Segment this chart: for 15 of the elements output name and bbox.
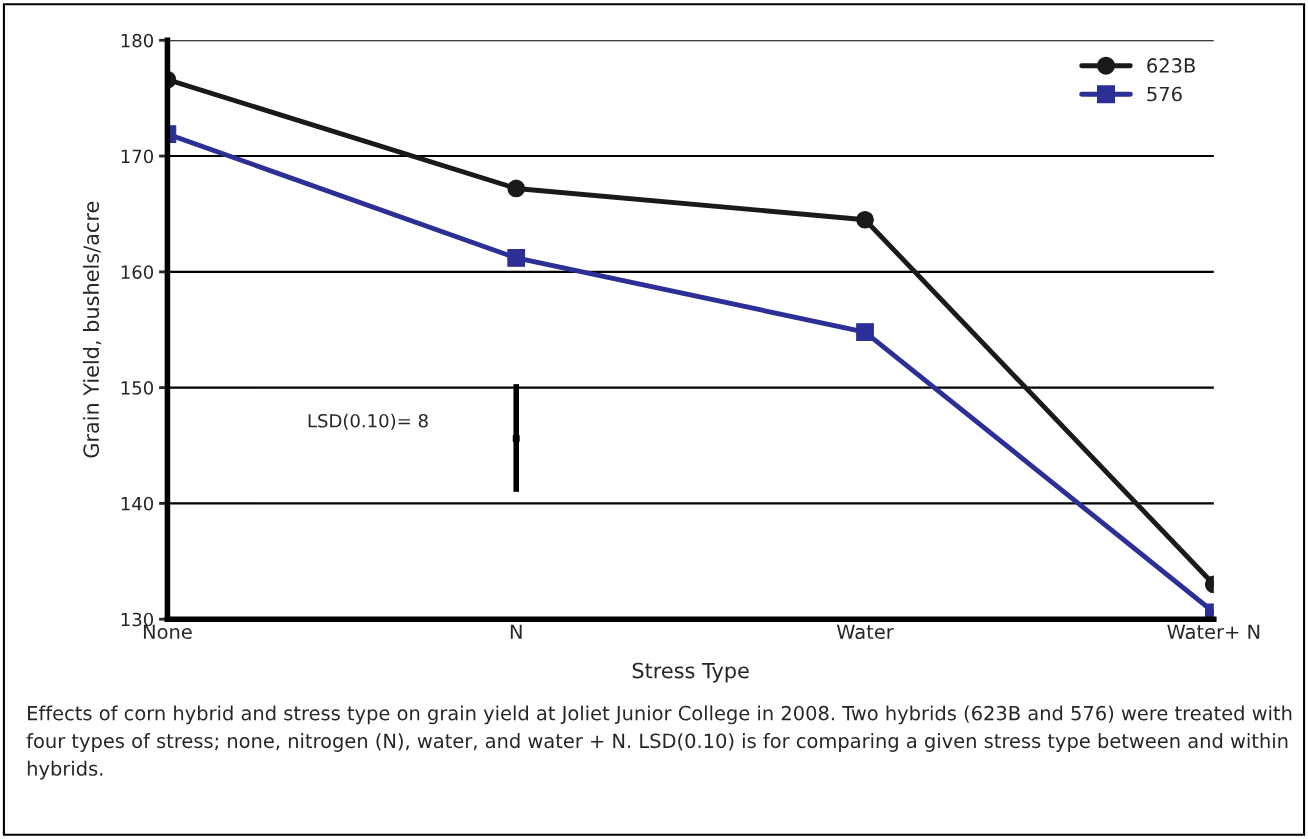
text: Effects of corn hybrid and stress type on grain yield at Joliet Junior College in 2008. Two hybrids (623B and 576) were treated with four types of stress; none, nitrogen (N), water, and water + N. LSD(0.10) is for comparing a given stress type between and within hybrids. bbox=[26, 705, 1292, 780]
x-tick-label: Water+ N bbox=[1167, 624, 1260, 640]
annotation: LSD(0.10)= 8 bbox=[308, 413, 428, 430]
y-tick-label: 160 bbox=[121, 265, 154, 279]
legend-label: 623B bbox=[1147, 58, 1195, 73]
y-tick-label: 180 bbox=[121, 33, 154, 48]
x-tick-label: Water bbox=[836, 624, 894, 640]
x-tick-label: N bbox=[510, 624, 522, 639]
x-axis-title: Stress Type bbox=[632, 662, 749, 683]
y-tick-label: 170 bbox=[121, 149, 154, 164]
y-tick-label: 140 bbox=[121, 496, 154, 511]
y-axis-title: Grain Yield, bushels/acre bbox=[82, 201, 102, 458]
point bbox=[512, 435, 520, 443]
legend-label: 576 bbox=[1147, 86, 1182, 102]
y-tick-label: 150 bbox=[121, 381, 154, 395]
